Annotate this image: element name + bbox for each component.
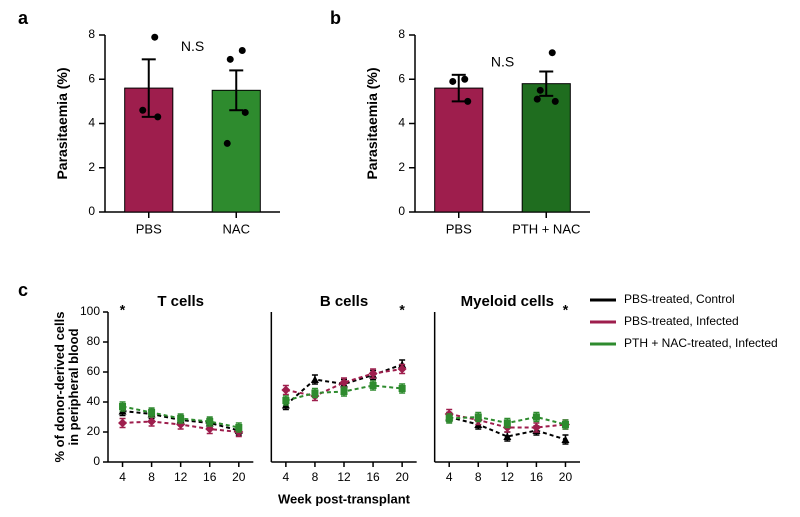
svg-text:N.S: N.S (491, 54, 514, 70)
svg-text:12: 12 (501, 470, 515, 484)
svg-text:12: 12 (174, 470, 188, 484)
panel-a-chart: 0 2 4 6 8 Parasitaemia (%) PBS NAC N.S (50, 20, 290, 250)
panel-c-letter: c (18, 280, 28, 301)
svg-text:8: 8 (148, 470, 155, 484)
svg-text:B cells: B cells (320, 293, 368, 310)
panel-a-letter: a (18, 8, 28, 29)
svg-text:6: 6 (398, 71, 405, 85)
svg-text:in peripheral blood: in peripheral blood (66, 328, 81, 445)
panel-b-chart: 0 2 4 6 8 Parasitaemia (%) PBS PTH + NAC N.S (360, 20, 600, 250)
svg-text:4: 4 (88, 116, 95, 130)
svg-text:*: * (120, 302, 126, 318)
svg-text:4: 4 (398, 116, 405, 130)
svg-text:60: 60 (87, 364, 101, 378)
svg-text:Week post-transplant: Week post-transplant (278, 491, 411, 506)
svg-text:8: 8 (312, 470, 319, 484)
svg-text:2: 2 (398, 160, 405, 174)
svg-text:Parasitaemia (%): Parasitaemia (%) (364, 67, 380, 179)
svg-text:20: 20 (559, 470, 573, 484)
svg-text:16: 16 (530, 470, 544, 484)
svg-text:4: 4 (446, 470, 453, 484)
svg-text:% of donor-derived cells: % of donor-derived cells (52, 312, 67, 463)
svg-text:0: 0 (88, 204, 95, 218)
svg-text:20: 20 (232, 470, 246, 484)
svg-text:PBS-treated, Infected: PBS-treated, Infected (624, 314, 739, 328)
svg-text:16: 16 (366, 470, 380, 484)
svg-text:PBS: PBS (446, 221, 472, 236)
svg-text:4: 4 (283, 470, 290, 484)
svg-text:8: 8 (88, 27, 95, 41)
svg-text:*: * (563, 302, 569, 318)
svg-text:Parasitaemia (%): Parasitaemia (%) (54, 67, 70, 179)
svg-text:PBS-treated, Control: PBS-treated, Control (624, 292, 735, 306)
svg-text:12: 12 (337, 470, 351, 484)
svg-text:0: 0 (398, 204, 405, 218)
svg-text:PTH + NAC: PTH + NAC (512, 221, 580, 236)
svg-text:6: 6 (88, 71, 95, 85)
svg-text:40: 40 (87, 394, 101, 408)
svg-text:N.S: N.S (181, 38, 204, 54)
svg-text:100: 100 (80, 304, 100, 318)
svg-text:2: 2 (88, 160, 95, 174)
svg-text:PBS: PBS (136, 221, 162, 236)
svg-text:8: 8 (475, 470, 482, 484)
svg-text:20: 20 (395, 470, 409, 484)
svg-text:Myeloid cells: Myeloid cells (461, 293, 554, 310)
panel-b-letter: b (330, 8, 341, 29)
svg-text:T cells: T cells (157, 293, 204, 310)
svg-text:16: 16 (203, 470, 217, 484)
svg-text:0: 0 (93, 454, 100, 468)
svg-text:80: 80 (87, 334, 101, 348)
svg-text:8: 8 (398, 27, 405, 41)
svg-text:20: 20 (87, 424, 101, 438)
svg-text:4: 4 (119, 470, 126, 484)
svg-text:*: * (399, 302, 405, 318)
panel-c-chart: 0 20 40 60 80 100 4 8 12 16 20 T cells * 4 8 12 16 20 B ce… (50, 290, 770, 510)
svg-text:PTH + NAC-treated, Infected: PTH + NAC-treated, Infected (624, 336, 778, 350)
svg-text:NAC: NAC (223, 221, 250, 236)
